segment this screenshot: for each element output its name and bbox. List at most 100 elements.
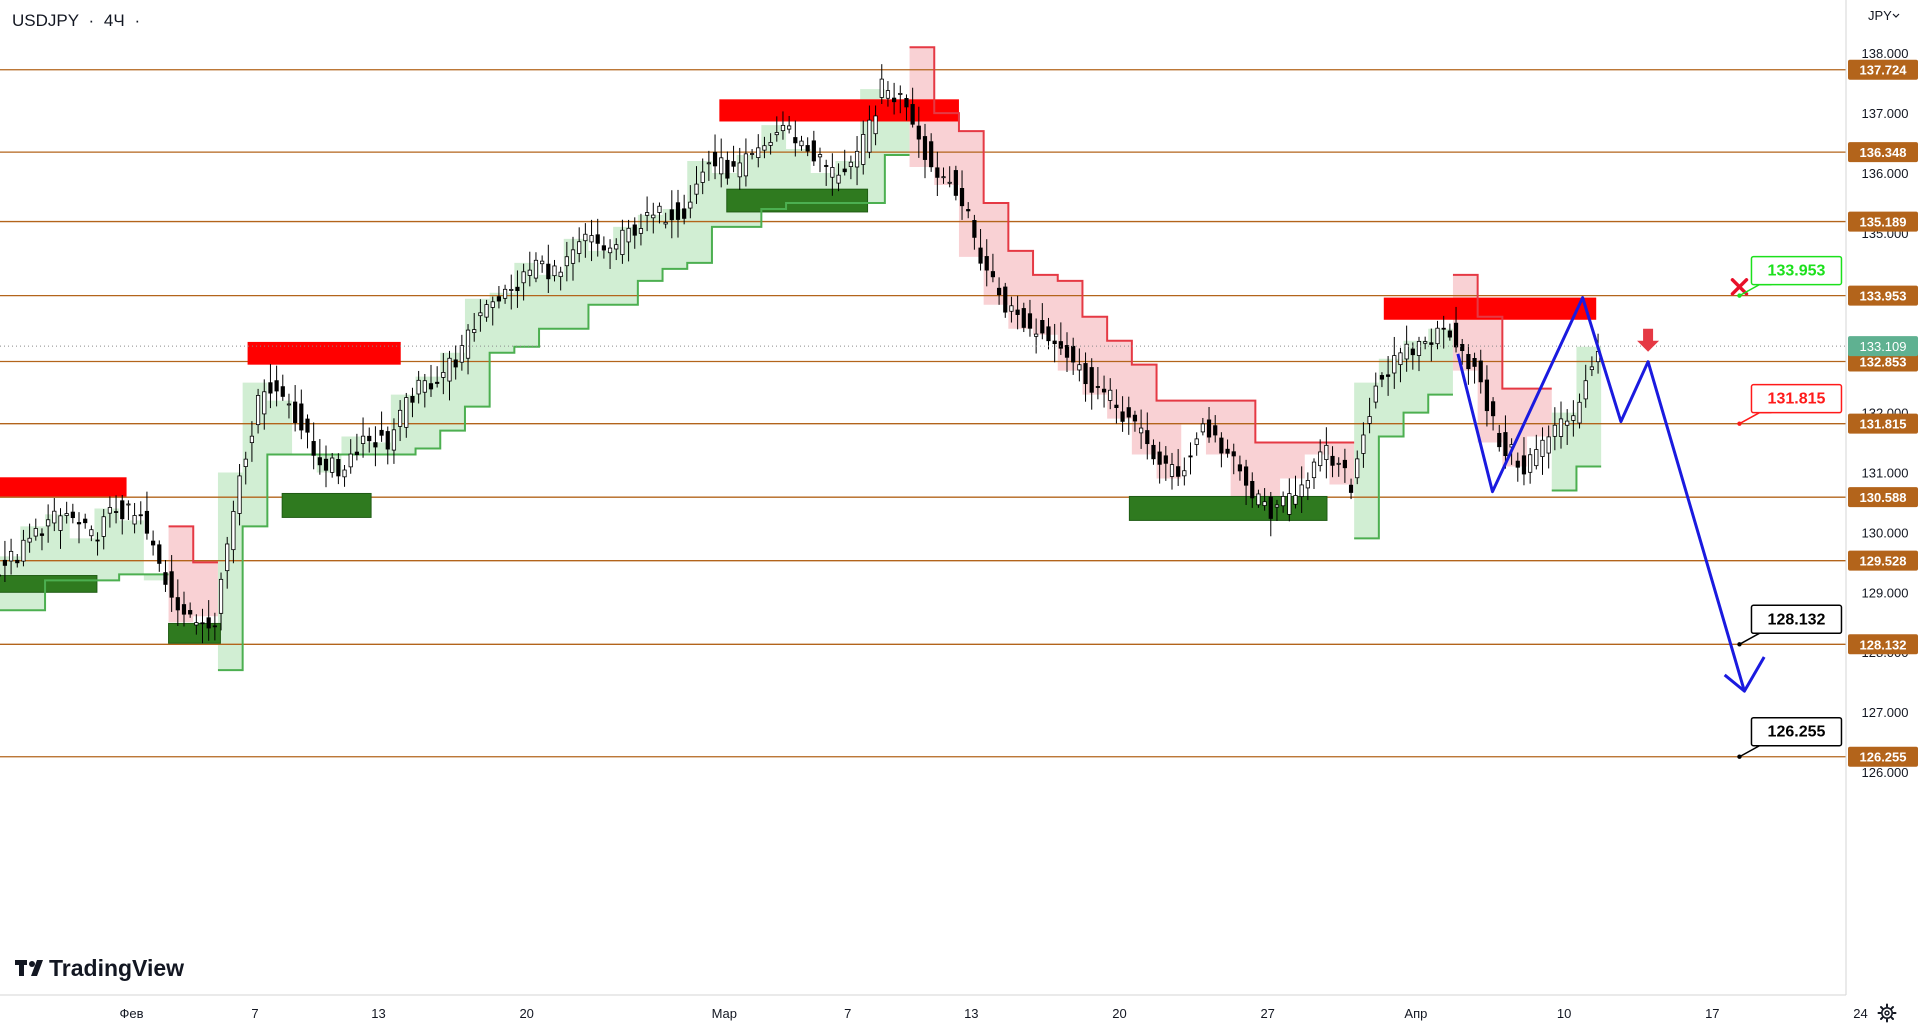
candle-body — [1220, 438, 1223, 453]
candle-body — [1417, 341, 1420, 355]
candle-body — [744, 154, 747, 176]
candle-body — [374, 443, 377, 447]
candle-body — [510, 289, 513, 290]
candle-body — [16, 560, 19, 562]
candle-body — [682, 209, 685, 219]
candle-body — [942, 177, 945, 178]
candle-body — [658, 206, 661, 212]
candle-body — [1535, 450, 1538, 466]
level-price-tag-label: 129.528 — [1860, 554, 1907, 569]
candle-body — [337, 459, 340, 476]
candle-body — [182, 605, 185, 615]
candle-body — [1176, 467, 1179, 477]
callout-price-label: 126.255 — [1768, 724, 1826, 741]
candle-body — [1170, 465, 1173, 477]
candle-body — [1306, 480, 1309, 487]
candle-body — [1139, 428, 1142, 433]
candle-body — [256, 395, 259, 424]
candle-body — [695, 184, 698, 194]
candle-body — [1343, 460, 1346, 467]
candle-body — [720, 158, 723, 174]
candle-body — [34, 528, 37, 536]
time-tick-label: 7 — [844, 1006, 851, 1021]
currency-label[interactable]: JPY — [1868, 8, 1892, 23]
candle-body — [800, 141, 803, 146]
candle-body — [886, 91, 889, 99]
time-tick-label: Апр — [1404, 1006, 1427, 1021]
candle-body — [1442, 328, 1445, 329]
candle-body — [855, 151, 858, 167]
candle-body — [1096, 386, 1099, 387]
symbol-name[interactable]: USDJPY — [12, 11, 79, 30]
price-tick-label: 138.000 — [1862, 46, 1909, 61]
candle-body — [429, 384, 432, 389]
candle-body — [398, 410, 401, 426]
candle-body — [1584, 381, 1587, 399]
candle-body — [1461, 344, 1464, 350]
candle-body — [831, 167, 834, 177]
candle-body — [1331, 456, 1334, 465]
candle-body — [1226, 449, 1229, 453]
demand-zone — [727, 189, 868, 212]
candle-body — [1010, 306, 1013, 312]
candle-body — [633, 225, 636, 235]
candle-body — [1467, 354, 1470, 368]
level-price-tag-label: 135.189 — [1860, 215, 1907, 230]
candle-body — [1121, 412, 1124, 422]
candle-body — [324, 459, 327, 470]
candle-body — [244, 459, 247, 466]
candle-body — [1553, 425, 1556, 436]
candle-body — [219, 579, 222, 613]
candle-body — [997, 288, 1000, 294]
candle-body — [991, 272, 994, 277]
candle-body — [559, 272, 562, 276]
candle-body — [287, 404, 290, 405]
candle-body — [269, 383, 272, 393]
candle-body — [979, 248, 982, 263]
candle-body — [516, 287, 519, 290]
candle-body — [707, 163, 710, 164]
level-price-tag-label: 137.724 — [1860, 63, 1908, 78]
candle-body — [868, 120, 871, 152]
candle-body — [59, 516, 62, 531]
price-tick-label: 136.000 — [1862, 166, 1909, 181]
candle-body — [818, 155, 821, 157]
candle-body — [615, 245, 618, 249]
chart-header[interactable]: USDJPY · 4Ч · — [12, 11, 140, 30]
candle-body — [250, 436, 253, 442]
candle-body — [1109, 390, 1112, 400]
candle-body — [1368, 417, 1371, 424]
candle-body — [1318, 452, 1321, 466]
candle-body — [689, 202, 692, 208]
interval-label[interactable]: 4Ч — [104, 11, 125, 30]
candle-body — [1207, 420, 1210, 437]
candle-body — [1411, 349, 1414, 355]
candle-body — [763, 146, 766, 150]
candle-body — [522, 272, 525, 283]
candle-body — [281, 387, 284, 397]
candle-body — [837, 175, 840, 183]
candle-body — [608, 248, 611, 253]
candle-body — [1269, 497, 1272, 518]
candle-body — [46, 520, 49, 526]
candle-body — [1059, 342, 1062, 349]
candle-body — [1362, 435, 1365, 453]
candle-body — [812, 141, 815, 161]
level-price-tag-label: 126.255 — [1860, 750, 1907, 765]
level-price-tag-label: 132.853 — [1860, 355, 1907, 370]
candle-body — [565, 257, 568, 266]
callout-price-label: 133.953 — [1768, 263, 1826, 280]
candle-body — [1065, 345, 1068, 357]
candle-body — [1522, 456, 1525, 474]
candle-body — [738, 163, 741, 177]
time-tick-label: 24 — [1853, 1006, 1867, 1021]
candle-body — [1479, 361, 1482, 382]
candle-body — [1504, 433, 1507, 456]
candle-body — [670, 210, 673, 220]
callout-price-label: 131.815 — [1768, 391, 1826, 408]
candle-body — [1232, 452, 1235, 456]
candle-body — [22, 540, 25, 561]
candle-body — [139, 515, 142, 516]
